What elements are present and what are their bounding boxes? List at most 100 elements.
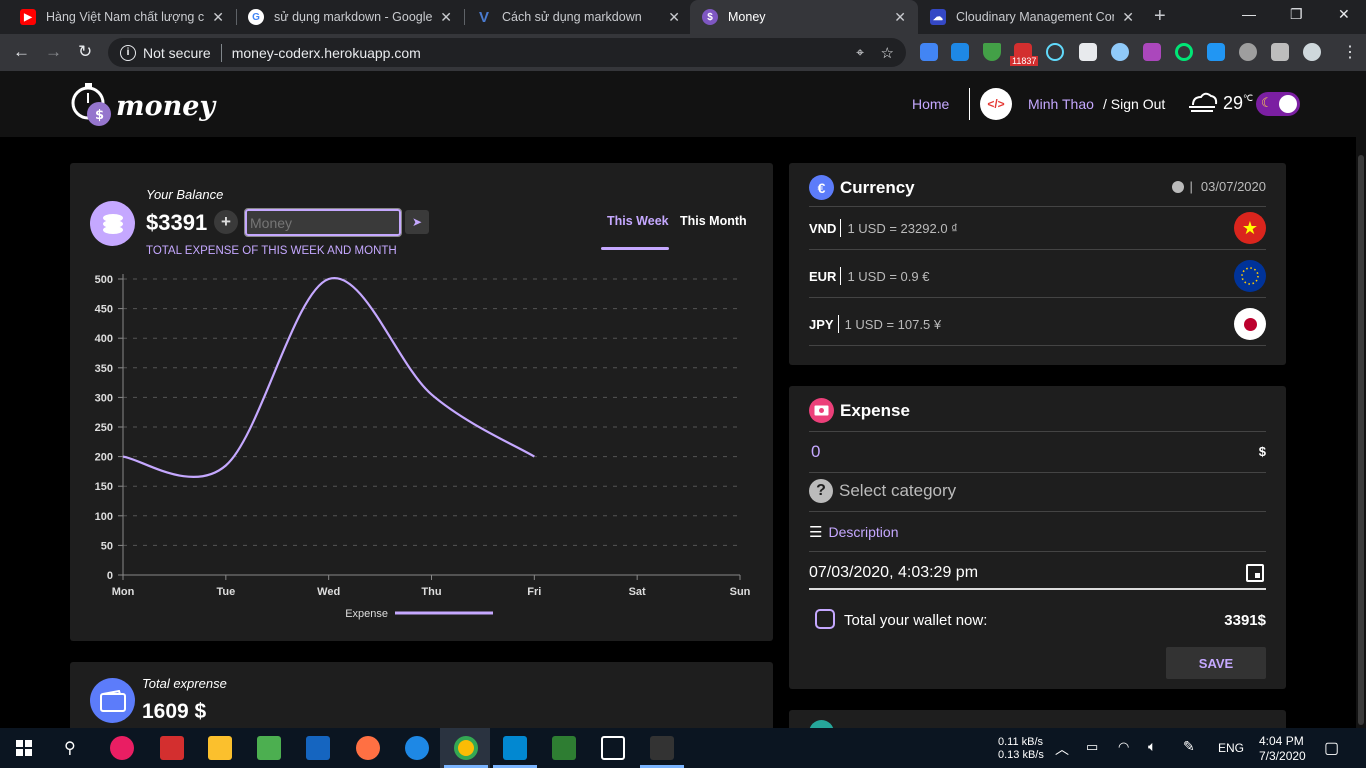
- y-tick-label: 150: [95, 481, 113, 493]
- clock-icon: [1171, 180, 1184, 193]
- user-avatar[interactable]: </>: [980, 88, 1012, 120]
- save-extension-icon[interactable]: [951, 43, 969, 61]
- calendar-icon[interactable]: [1246, 564, 1264, 582]
- reload-icon[interactable]: ↻: [78, 42, 93, 61]
- chrome-icon[interactable]: [454, 736, 478, 760]
- back-arrow-icon[interactable]: ←: [13, 42, 30, 61]
- ring-extension-icon[interactable]: [1175, 43, 1193, 61]
- logo-text: money: [116, 90, 216, 122]
- close-tab-icon[interactable]: ✕: [1122, 8, 1134, 25]
- send-icon[interactable]: ➤: [405, 210, 429, 234]
- windows-taskbar: ⚲ 0.11 kB/s 0.13 kB/s ︿ ▭ ◠ 🔈︎ ✎ ENG 4:0…: [0, 728, 1366, 768]
- terminal-icon[interactable]: [650, 736, 674, 760]
- pen-icon[interactable]: ✎: [1183, 738, 1195, 754]
- menu-kebab-icon[interactable]: ⋮: [1342, 44, 1358, 61]
- toggle-knob: [1279, 95, 1297, 113]
- edge-icon[interactable]: [405, 736, 429, 760]
- windows-start-icon[interactable]: [16, 740, 32, 756]
- vscode-icon[interactable]: [503, 736, 527, 760]
- close-tab-icon[interactable]: ✕: [668, 8, 680, 25]
- category-placeholder: Select category: [839, 481, 957, 500]
- sign-out-link[interactable]: / Sign Out: [1103, 96, 1166, 112]
- store-icon[interactable]: [257, 736, 281, 760]
- maximize-icon[interactable]: ❐: [1290, 6, 1303, 22]
- question-circle-icon: ?: [809, 479, 833, 503]
- nav-divider: [969, 88, 970, 120]
- browser-tab-4-active[interactable]: $ Money ✕: [690, 0, 918, 34]
- firefox-icon[interactable]: [356, 736, 380, 760]
- wifi-icon[interactable]: ◠: [1118, 739, 1130, 754]
- gear-extension-icon[interactable]: [1239, 43, 1257, 61]
- circle-extension-icon[interactable]: [1111, 43, 1129, 61]
- shield-extension-icon[interactable]: [983, 43, 1001, 61]
- window-extension-icon[interactable]: [1079, 43, 1097, 61]
- expense-amount-input[interactable]: 0: [811, 442, 821, 461]
- tab-this-month[interactable]: This Month: [680, 214, 747, 228]
- language-indicator[interactable]: ENG: [1218, 741, 1245, 755]
- translate-extension-icon[interactable]: [920, 43, 938, 61]
- snip-taskbar-icon[interactable]: [160, 736, 184, 760]
- money-favicon-icon: $: [702, 9, 718, 25]
- x-tick-label: Fri: [527, 586, 541, 598]
- chevron-up-icon[interactable]: ︿: [1055, 741, 1069, 757]
- currency-rate: 1 USD = 107.5 ¥: [844, 316, 942, 332]
- y-tick-label: 250: [95, 422, 113, 434]
- browser-tab-2[interactable]: G sử dụng markdown - Google S ✕: [236, 0, 464, 34]
- url-text[interactable]: money-coderx.herokuapp.com: [231, 44, 421, 61]
- browser-tab-3[interactable]: V Cách sử dụng markdown ✕: [464, 0, 692, 34]
- datetime-input[interactable]: 07/03/2020, 4:03:29 pm: [809, 564, 979, 581]
- list-lines-icon: ☰: [809, 524, 823, 541]
- network-upload-speed: 0.11 kB/s: [998, 736, 1044, 748]
- volume-icon[interactable]: 🔈︎: [1148, 738, 1157, 754]
- forward-arrow-icon[interactable]: →: [45, 42, 62, 61]
- close-tab-icon[interactable]: ✕: [894, 8, 906, 25]
- app-header: $ money Home </> Minh Thao / Sign Out 29…: [0, 71, 1366, 137]
- expense-title: Expense: [840, 401, 910, 420]
- nav-home-link[interactable]: Home: [912, 96, 950, 112]
- browser-tab-5[interactable]: ☁ Cloudinary Management Cons ✕: [918, 0, 1146, 34]
- total-expense-amount: 1609 $: [142, 700, 207, 723]
- category-select[interactable]: ? Select category: [809, 479, 956, 503]
- browser-tab-1[interactable]: ▶ Hàng Việt Nam chất lượng cao ✕: [8, 0, 236, 34]
- clock-date[interactable]: 7/3/2020: [1259, 749, 1306, 763]
- close-window-icon[interactable]: ✕: [1338, 6, 1350, 22]
- notification-icon[interactable]: ▢: [1324, 740, 1340, 757]
- add-balance-button[interactable]: +: [214, 210, 238, 234]
- info-icon[interactable]: i: [120, 44, 136, 61]
- new-tab-button[interactable]: +: [1154, 5, 1166, 27]
- wallet-icon: [90, 678, 135, 723]
- search-icon[interactable]: ⚲: [64, 740, 76, 757]
- address-bar[interactable]: i Not secure money-coderx.herokuapp.com …: [108, 38, 906, 67]
- description-field[interactable]: ☰ Description: [809, 523, 898, 541]
- profile-avatar[interactable]: [1303, 43, 1321, 61]
- word-icon[interactable]: [306, 736, 330, 760]
- location-icon[interactable]: ⌖: [856, 44, 864, 60]
- save-button[interactable]: SAVE: [1166, 647, 1266, 679]
- page-scrollbar[interactable]: [1356, 71, 1366, 730]
- currency-card: € Currency | 03/07/2020 VND 1 USD = 2329…: [789, 163, 1286, 365]
- dark-mode-toggle[interactable]: ☾: [1256, 92, 1300, 116]
- excel-icon[interactable]: [552, 736, 576, 760]
- react-devtools-icon[interactable]: [1046, 43, 1064, 61]
- expense-card: Expense 0 $ ? Select category ☰ Descript…: [789, 386, 1286, 689]
- colorful-extension-icon[interactable]: [1143, 43, 1161, 61]
- user-name-link[interactable]: Minh Thao: [1028, 96, 1094, 112]
- app-taskbar-icon[interactable]: [110, 736, 134, 760]
- google-favicon-icon: G: [248, 9, 264, 25]
- expense-line-chart: 0 50 100 150 200 250 300 350 400 450 500 Mon Tue Wed T…: [95, 274, 751, 620]
- minimize-icon[interactable]: —: [1242, 6, 1256, 22]
- money-input[interactable]: [244, 208, 402, 237]
- file-explorer-icon[interactable]: [208, 736, 232, 760]
- cube-icon[interactable]: [601, 736, 625, 760]
- clock-time[interactable]: 4:04 PM: [1259, 734, 1304, 748]
- puzzle-icon[interactable]: [1271, 43, 1289, 61]
- close-tab-icon[interactable]: ✕: [212, 8, 224, 25]
- battery-icon[interactable]: ▭: [1086, 739, 1099, 754]
- close-tab-icon[interactable]: ✕: [440, 8, 452, 25]
- bookmark-star-icon[interactable]: ☆: [880, 44, 894, 62]
- active-tab-indicator: [601, 247, 669, 250]
- tab-this-week[interactable]: This Week: [607, 214, 669, 228]
- logo[interactable]: $ money: [70, 81, 215, 127]
- drop-extension-icon[interactable]: [1207, 43, 1225, 61]
- balance-amount: $3391: [146, 210, 208, 235]
